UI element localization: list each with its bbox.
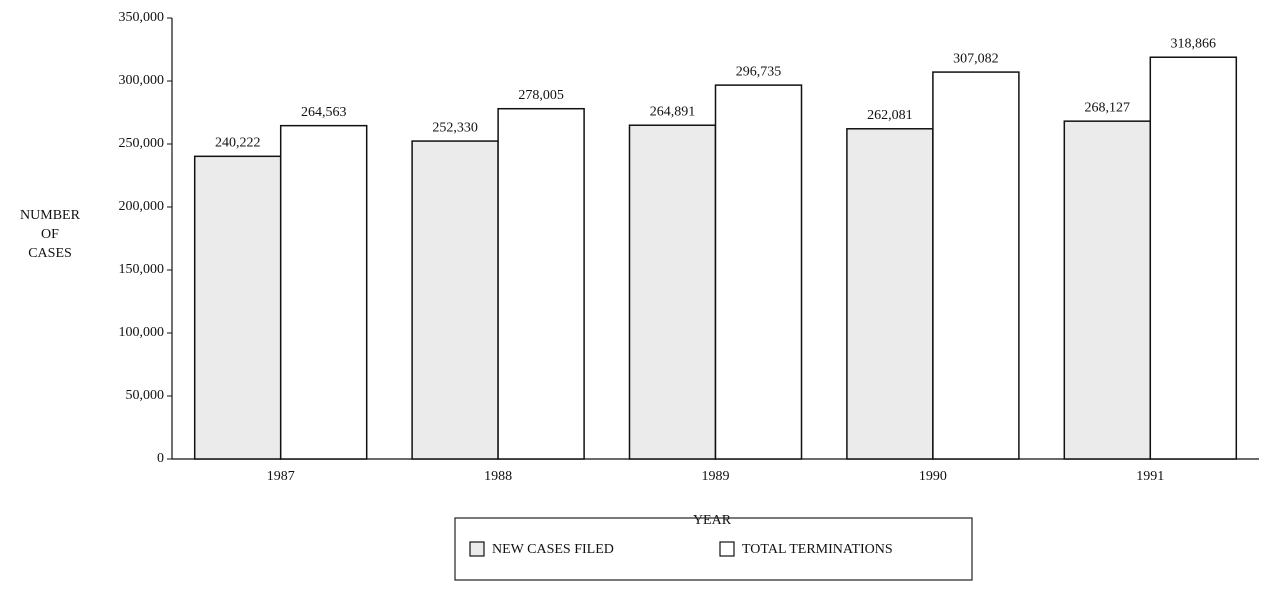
y-tick-label: 250,000 (119, 136, 165, 151)
y-axis-label: OF (41, 227, 59, 242)
x-tick-label: 1991 (1136, 469, 1164, 484)
y-tick-label: 350,000 (119, 10, 165, 25)
value-label: 296,735 (736, 64, 782, 79)
y-axis-label: NUMBER (20, 208, 81, 223)
legend-swatch (469, 541, 485, 557)
legend-box (454, 517, 973, 581)
bar (846, 128, 934, 460)
value-label: 252,330 (432, 120, 478, 135)
x-tick-label: 1990 (919, 469, 947, 484)
bar (1149, 56, 1238, 460)
legend-label: TOTAL TERMINATIONS (742, 542, 893, 557)
bar (193, 155, 282, 460)
value-label: 264,891 (650, 104, 696, 119)
y-tick-label: 200,000 (119, 199, 165, 214)
value-label: 264,563 (301, 105, 347, 120)
x-tick-label: 1988 (484, 469, 512, 484)
y-axis-label: CASES (28, 246, 72, 261)
y-tick-label: 150,000 (119, 262, 165, 277)
y-tick-label: 100,000 (119, 325, 165, 340)
value-label: 318,866 (1171, 36, 1217, 51)
bar (411, 140, 499, 460)
x-tick-label: 1989 (702, 469, 730, 484)
bar (628, 124, 717, 460)
y-tick-label: 0 (157, 451, 164, 466)
x-tick-label: 1987 (267, 469, 295, 484)
y-tick-label: 50,000 (126, 388, 165, 403)
legend-label: NEW CASES FILED (492, 542, 614, 557)
bar (497, 107, 585, 460)
value-label: 262,081 (867, 108, 913, 123)
value-label: 278,005 (518, 88, 564, 103)
y-tick-label: 300,000 (119, 73, 165, 88)
value-label: 268,127 (1085, 100, 1131, 115)
bar (1063, 120, 1152, 460)
bar (279, 124, 368, 460)
value-label: 240,222 (215, 136, 261, 151)
x-axis-label: YEAR (693, 513, 732, 528)
bar (932, 71, 1020, 460)
legend-swatch (719, 541, 735, 557)
value-label: 307,082 (953, 51, 999, 66)
bar (714, 84, 803, 460)
